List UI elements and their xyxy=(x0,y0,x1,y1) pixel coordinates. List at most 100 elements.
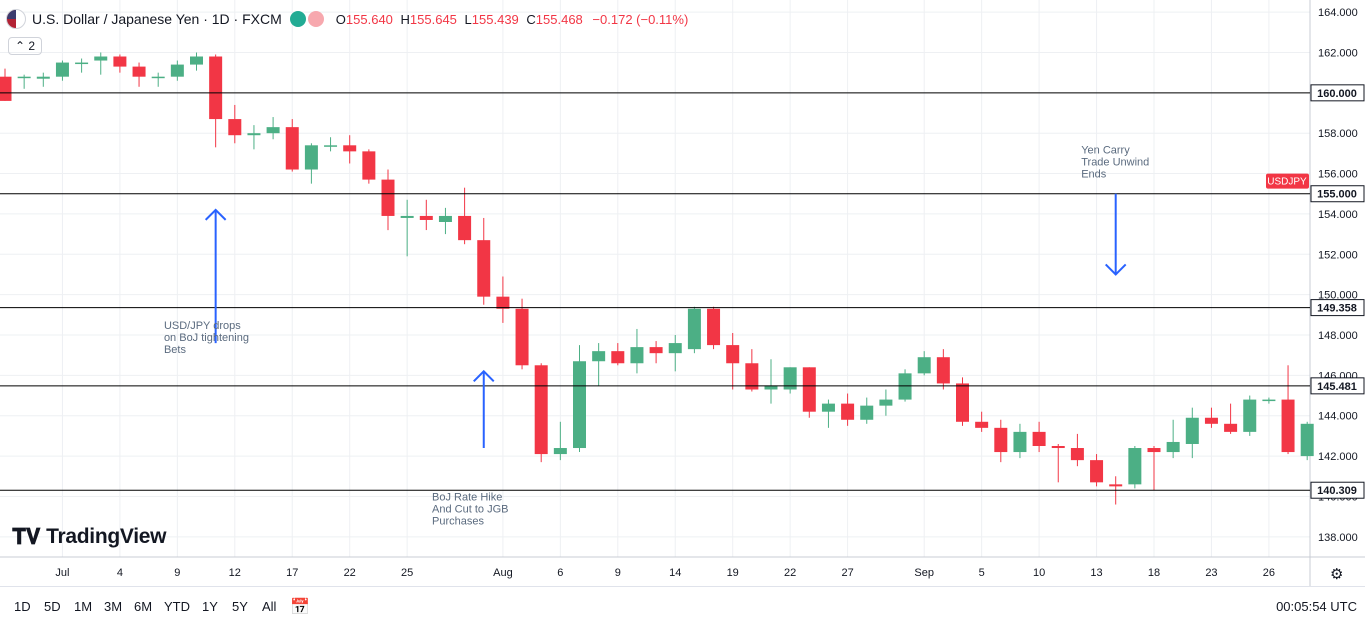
timeframe-all[interactable]: All xyxy=(262,599,277,614)
y-tick-label: 152.000 xyxy=(1318,249,1358,261)
low-label: L xyxy=(464,11,472,27)
indicators-toggle[interactable]: ⌃ 2 xyxy=(8,37,43,55)
candle-body xyxy=(477,240,491,297)
candle-body xyxy=(209,56,223,120)
settings-gear-icon[interactable]: ⚙ xyxy=(1330,566,1344,583)
x-tick-label: 9 xyxy=(174,567,180,579)
timeframe-1y[interactable]: 1Y xyxy=(202,599,218,614)
candle-body xyxy=(1013,431,1027,453)
market-status-badges[interactable] xyxy=(289,11,324,27)
timeframe-6m[interactable]: 6M xyxy=(134,599,153,614)
open-label: O xyxy=(335,11,346,27)
candle-body xyxy=(649,347,663,354)
candle-body xyxy=(630,347,644,364)
timeframe-1d[interactable]: 1D xyxy=(14,599,31,614)
candle-body xyxy=(1109,484,1123,487)
candle-body xyxy=(132,66,146,77)
candle-body xyxy=(592,351,606,362)
level-price-tag xyxy=(1310,299,1365,317)
candle-body xyxy=(1032,431,1046,447)
candle-body xyxy=(898,373,912,400)
candle-body xyxy=(1070,448,1084,461)
candle-body xyxy=(726,345,740,364)
symbol-tag-label: USDJPY xyxy=(1267,177,1307,188)
y-tick-label: 154.000 xyxy=(1318,209,1358,221)
candle-body xyxy=(1204,417,1218,424)
symbol-header[interactable]: U.S. Dollar / Japanese Yen · 1D · FXCM O… xyxy=(6,8,688,30)
timeframe-5d[interactable]: 5D xyxy=(44,599,61,614)
high-label: H xyxy=(400,11,410,27)
candle-body xyxy=(860,405,874,420)
y-tick-label: 148.000 xyxy=(1318,330,1358,342)
x-tick-label: 12 xyxy=(229,567,241,579)
x-tick-label: Aug xyxy=(493,567,513,579)
x-tick-label: 17 xyxy=(286,567,298,579)
tradingview-logo-icon: 𝐓𝐕 xyxy=(12,524,41,549)
timeframe-3m[interactable]: 3M xyxy=(104,599,123,614)
candle-body xyxy=(707,308,721,346)
candle-body xyxy=(802,367,816,412)
x-tick-label: 25 xyxy=(401,567,413,579)
indicator-count: 2 xyxy=(28,39,36,53)
candle-body xyxy=(687,308,701,350)
candle-body xyxy=(975,421,989,428)
x-tick-label: 6 xyxy=(557,567,563,579)
candle-body xyxy=(1090,460,1104,483)
ohlc-readout: O155.640 H155.645 L155.439 C155.468 −0.1… xyxy=(332,12,689,27)
date-range-icon[interactable]: 📅 xyxy=(290,599,310,616)
level-price-label: 140.309 xyxy=(1317,485,1357,497)
candle-body xyxy=(1300,423,1314,457)
bottom-toolbar xyxy=(0,586,1365,632)
candle-body xyxy=(611,351,625,364)
candle-body xyxy=(1243,399,1257,432)
x-tick-label: 18 xyxy=(1148,567,1160,579)
brand-name: TradingView xyxy=(46,525,167,548)
candle-body xyxy=(515,308,529,366)
high-value: 155.645 xyxy=(409,11,457,27)
candle-body xyxy=(0,76,12,101)
brand-logo: 𝐓𝐕 TradingView xyxy=(12,524,166,550)
x-tick-label: 4 xyxy=(117,567,123,579)
candle-body xyxy=(75,62,89,65)
annotation-text: Trade Unwind xyxy=(1081,156,1149,168)
candle-body xyxy=(956,383,969,422)
candle-body xyxy=(113,56,127,67)
candle-body xyxy=(783,367,797,390)
symbol-title[interactable]: U.S. Dollar / Japanese Yen · 1D · FXCM xyxy=(32,11,282,27)
annotation-text: Yen Carry xyxy=(1081,144,1130,156)
candle-body xyxy=(745,363,759,390)
candle-body xyxy=(304,145,318,170)
candle-body xyxy=(1051,446,1065,449)
annotation-arrowhead xyxy=(204,208,227,221)
y-tick-label: 142.000 xyxy=(1318,451,1358,463)
candle-body xyxy=(419,215,433,220)
timeframe-5y[interactable]: 5Y xyxy=(232,599,248,614)
annotation-arrowhead xyxy=(473,369,495,383)
utc-clock[interactable]: 00:05:54 UTC xyxy=(1276,599,1357,614)
level-price-label: 149.358 xyxy=(1317,303,1357,315)
candle-body xyxy=(1281,399,1295,453)
usd-jpy-flag-icon xyxy=(6,9,26,29)
open-value: 155.640 xyxy=(345,11,393,27)
x-tick-label: 14 xyxy=(669,567,681,579)
candle-body xyxy=(917,357,931,374)
candle-body xyxy=(55,62,69,77)
candle-body xyxy=(668,343,682,354)
level-price-tag xyxy=(1310,185,1365,203)
timeframe-ytd[interactable]: YTD xyxy=(164,599,190,614)
candle-body xyxy=(994,427,1008,453)
x-tick-label: 19 xyxy=(727,567,739,579)
candle-body xyxy=(1147,448,1161,453)
annotation-text: Ends xyxy=(1081,168,1107,180)
timeframe-1m[interactable]: 1M xyxy=(74,599,93,614)
candle-body xyxy=(936,357,950,384)
data-delay-icon xyxy=(307,11,324,27)
candle-body xyxy=(17,76,31,79)
annotation-text: Purchases xyxy=(432,515,484,527)
x-tick-label: 9 xyxy=(615,567,621,579)
candle-body xyxy=(879,399,893,406)
level-price-label: 145.481 xyxy=(1317,381,1357,393)
annotation-text: Bets xyxy=(164,344,187,356)
